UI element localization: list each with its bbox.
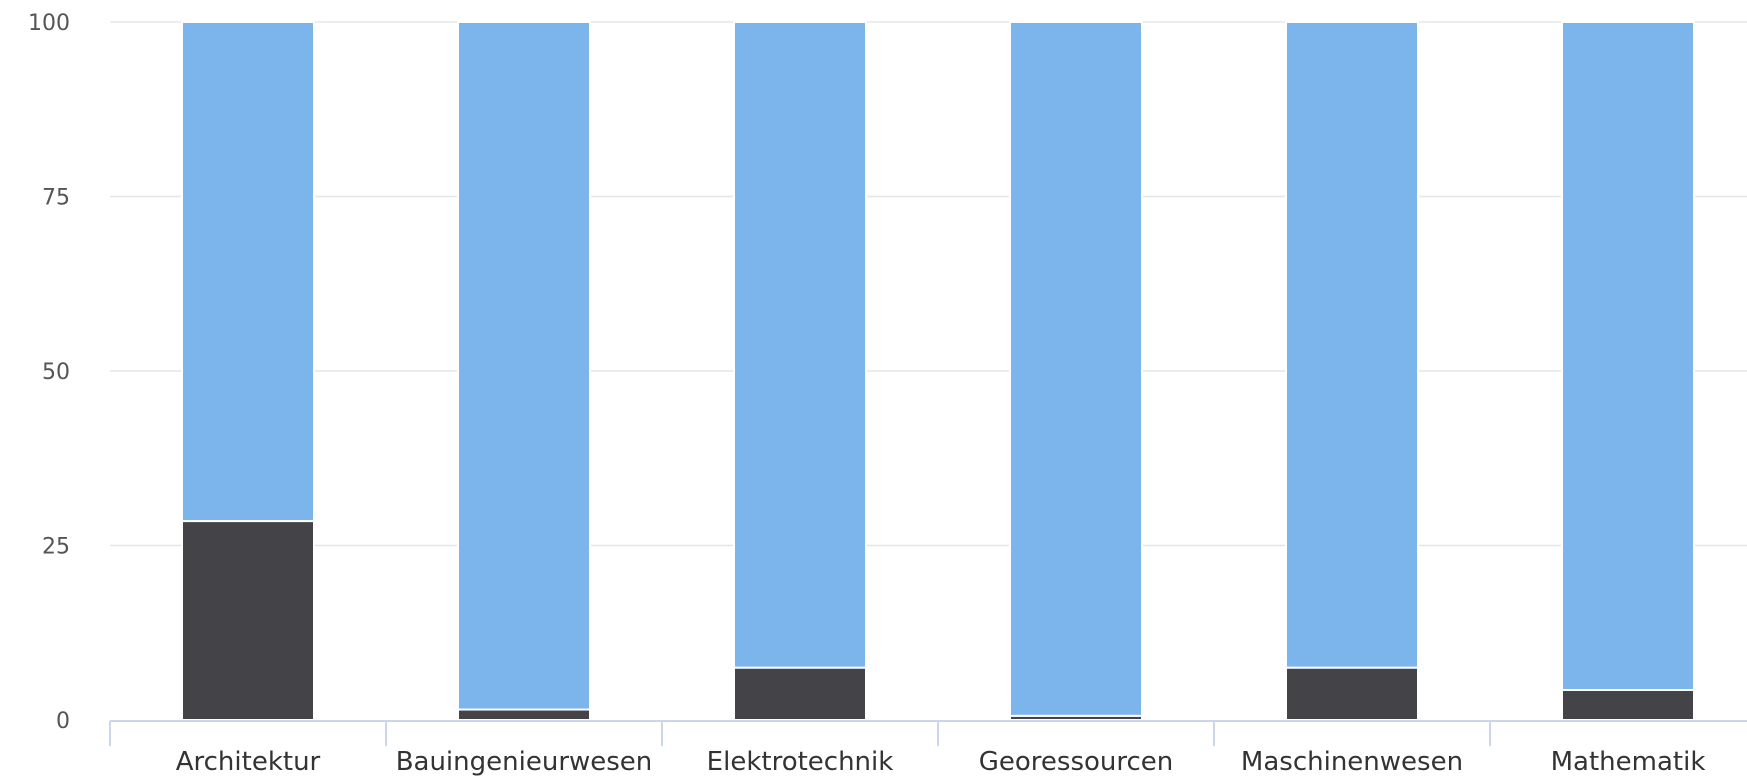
bar-segment-blue[interactable] (457, 21, 591, 711)
bars (181, 21, 1695, 722)
x-category-label: Architektur (176, 747, 321, 777)
x-category-label: Mathematik (1551, 747, 1706, 777)
bar-segment-blue[interactable] (1285, 21, 1419, 669)
bar-segment-blue[interactable] (1009, 21, 1143, 717)
bar-segment-dark[interactable] (1561, 688, 1695, 722)
bar-segment-dark[interactable] (457, 708, 591, 722)
x-category-label: Maschinenwesen (1241, 747, 1463, 777)
y-axis-ticks: 0 25 50 75 100 (28, 11, 70, 734)
x-axis: Architektur Bauingenieurwesen Elektrotechn… (109, 720, 1747, 777)
y-tick-label: 0 (56, 709, 70, 734)
x-category-label: Georessourcen (979, 747, 1174, 777)
x-category-label: Bauingenieurwesen (396, 747, 653, 777)
gridlines (110, 21, 1747, 547)
bar-segment-dark[interactable] (181, 520, 315, 721)
bar-segment-dark[interactable] (1285, 666, 1419, 722)
y-tick-label: 50 (42, 360, 70, 385)
y-tick-label: 100 (28, 11, 70, 36)
y-tick-label: 75 (42, 186, 70, 211)
bar-segment-blue[interactable] (733, 21, 867, 669)
bar-segment-blue[interactable] (181, 21, 315, 523)
bar-segment-blue[interactable] (1561, 21, 1695, 691)
y-tick-label: 25 (42, 535, 70, 560)
bar-segment-dark[interactable] (733, 666, 867, 722)
x-category-label: Elektrotechnik (707, 747, 894, 777)
